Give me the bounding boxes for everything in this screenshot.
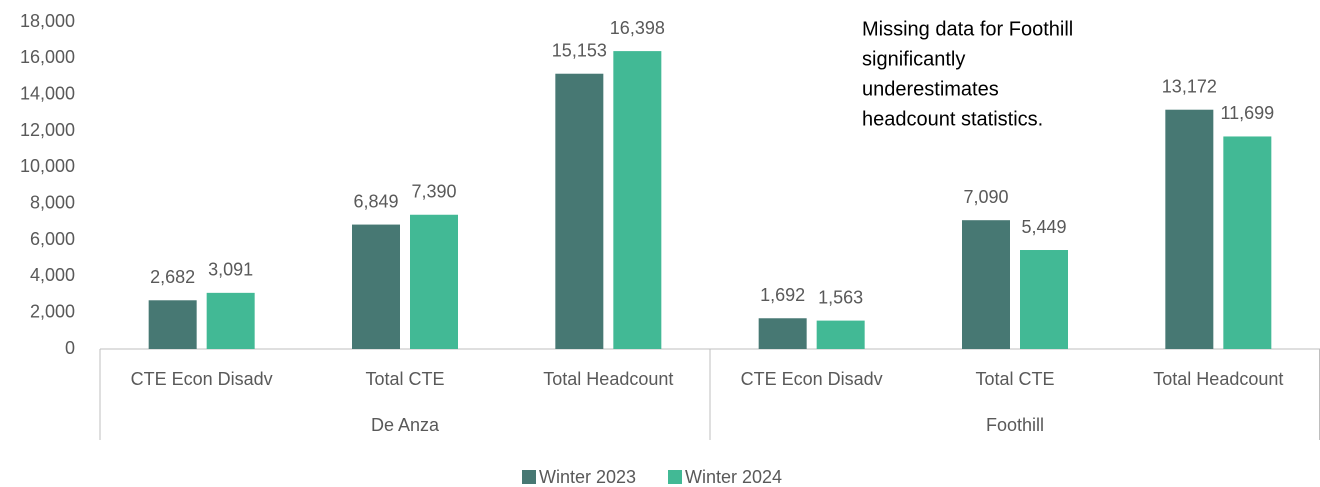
legend-swatch — [668, 470, 682, 484]
bar — [148, 300, 197, 349]
data-label: 2,682 — [150, 267, 195, 287]
x-tick-label: Total Headcount — [543, 369, 673, 389]
annotation: significantly — [862, 48, 965, 70]
bar — [816, 320, 865, 349]
data-label: 1,692 — [760, 285, 805, 305]
data-label: 13,172 — [1162, 76, 1217, 96]
y-tick-label: 4,000 — [30, 265, 75, 285]
y-tick-label: 0 — [65, 338, 75, 358]
bar — [352, 224, 400, 349]
bar — [206, 292, 255, 349]
legend-label: Winter 2024 — [685, 467, 782, 487]
bar — [758, 318, 807, 349]
data-label: 11,699 — [1220, 103, 1274, 123]
y-tick-label: 14,000 — [20, 83, 75, 103]
data-label: 1,563 — [818, 287, 863, 307]
y-tick-label: 18,000 — [20, 11, 75, 31]
x-tick-label: Total Headcount — [1153, 369, 1283, 389]
bar — [1165, 109, 1214, 349]
data-label: 15,153 — [552, 40, 607, 60]
y-tick-label: 2,000 — [30, 301, 75, 321]
data-label: 5,449 — [1021, 217, 1066, 237]
data-label: 7,090 — [963, 187, 1008, 207]
legend-label: Winter 2023 — [539, 467, 636, 487]
group-label: Foothill — [986, 415, 1044, 435]
annotation: Missing data for Foothill — [862, 18, 1073, 40]
data-label: 16,398 — [610, 18, 665, 38]
y-tick-label: 8,000 — [30, 192, 75, 212]
data-label: 3,091 — [208, 260, 253, 280]
group-label: De Anza — [371, 415, 440, 435]
x-tick-label: Total CTE — [365, 369, 444, 389]
y-tick-label: 10,000 — [20, 156, 75, 176]
y-tick-label: 16,000 — [20, 47, 75, 67]
x-tick-label: Total CTE — [975, 369, 1054, 389]
x-tick-label: CTE Econ Disadv — [131, 369, 273, 389]
bar — [410, 214, 458, 349]
y-tick-label: 12,000 — [20, 120, 75, 140]
bar — [1223, 136, 1272, 349]
annotation: headcount statistics. — [862, 108, 1043, 130]
y-tick-label: 6,000 — [30, 229, 75, 249]
bar — [555, 73, 604, 350]
bar — [962, 220, 1010, 349]
data-label: 6,849 — [353, 191, 398, 211]
bar — [1020, 250, 1068, 349]
data-label: 7,390 — [411, 181, 456, 201]
x-tick-label: CTE Econ Disadv — [741, 369, 883, 389]
legend-swatch — [522, 470, 536, 484]
annotation: underestimates — [862, 78, 999, 100]
bar — [613, 51, 662, 350]
